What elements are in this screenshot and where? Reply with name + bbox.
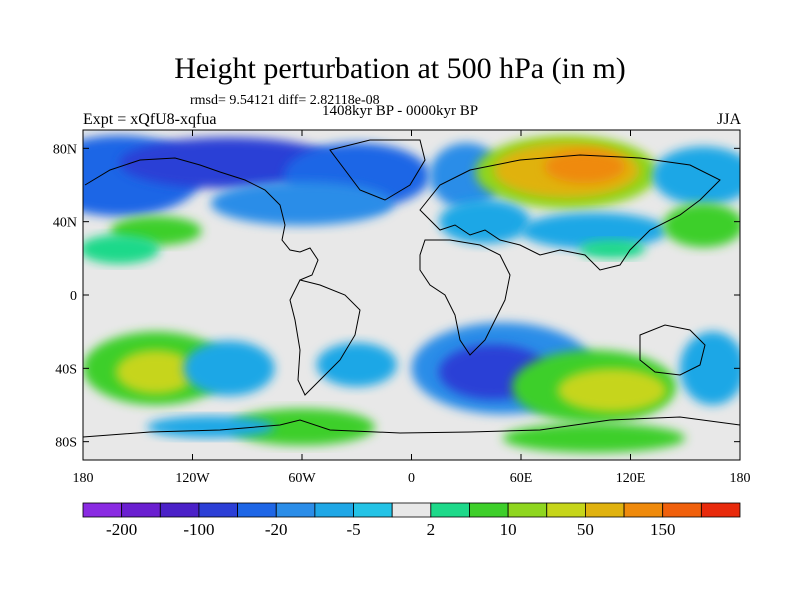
y-tick-label: 40N xyxy=(53,216,77,231)
field-region xyxy=(679,331,740,405)
colorbar-label: -100 xyxy=(183,520,214,539)
colorbar-swatch xyxy=(121,502,161,518)
field-region xyxy=(663,203,740,248)
x-tick-label: 60E xyxy=(510,471,533,486)
colorbar-swatch xyxy=(198,502,238,518)
x-tick-label: 0 xyxy=(408,471,415,486)
colorbar-label: 50 xyxy=(577,520,594,539)
field-region xyxy=(183,340,275,396)
colorbar-swatch xyxy=(314,502,354,518)
colorbar-swatch xyxy=(430,502,470,518)
x-axis: 180 120W 60W 0 60E 120E 180 xyxy=(73,130,751,486)
colorbar-swatch xyxy=(623,502,664,518)
x-tick-label: 120W xyxy=(175,471,210,486)
field-region xyxy=(210,181,394,226)
x-tick-label: 180 xyxy=(73,471,94,486)
field-region xyxy=(557,368,667,413)
colorbar: -200 -100 -20 -5 2 10 50 150 xyxy=(82,502,741,539)
field-region xyxy=(521,212,667,250)
colorbar-label: -200 xyxy=(106,520,137,539)
colorbar-swatch xyxy=(353,502,393,518)
field-region xyxy=(146,416,275,438)
colorbar-swatch xyxy=(585,502,625,518)
colorbar-swatch xyxy=(700,502,741,518)
field-region xyxy=(229,408,375,446)
x-tick-label: 180 xyxy=(730,471,751,486)
colorbar-swatch xyxy=(546,502,586,518)
colorbar-swatch xyxy=(237,502,277,518)
colorbar-label: 2 xyxy=(427,520,436,539)
antarctica-coast xyxy=(83,416,740,438)
plot-title: Height perturbation at 500 hPa (in m) xyxy=(174,52,626,85)
colorbar-label: -20 xyxy=(265,520,288,539)
y-axis: 80N 40N 0 40S 80S xyxy=(53,142,740,451)
height-field xyxy=(83,135,740,453)
colorbar-swatch xyxy=(662,502,702,518)
colorbar-label: 150 xyxy=(650,520,676,539)
y-tick-label: 0 xyxy=(70,289,77,304)
y-tick-label: 40S xyxy=(55,362,77,377)
x-tick-label: 60W xyxy=(288,471,316,486)
europe-asia-coast xyxy=(419,154,721,271)
field-region xyxy=(438,199,531,244)
colorbar-swatch xyxy=(391,502,432,518)
coastlines xyxy=(83,139,740,438)
map-panel xyxy=(82,129,741,461)
season-label: JJA xyxy=(717,111,742,128)
field-region xyxy=(83,234,160,264)
stats-label: rmsd= 9.54121 diff= 2.82118e-08 xyxy=(190,93,380,108)
colorbar-label: -5 xyxy=(346,520,360,539)
field-region xyxy=(544,150,626,184)
colorbar-label: 10 xyxy=(500,520,517,539)
y-tick-label: 80S xyxy=(55,436,77,451)
field-region xyxy=(502,423,686,453)
field-region xyxy=(316,342,397,387)
field-region xyxy=(652,146,740,206)
y-tick-label: 80N xyxy=(53,142,77,157)
australia-coast xyxy=(639,324,706,376)
colorbar-swatch xyxy=(275,502,316,518)
colorbar-swatch xyxy=(507,502,548,518)
field-region xyxy=(115,350,197,394)
south-america-coast xyxy=(289,279,361,396)
greenland-coast xyxy=(329,139,426,201)
experiment-label: Expt = xQfU8-xqfua xyxy=(83,111,217,128)
africa-coast xyxy=(419,239,511,356)
x-tick-label: 120E xyxy=(616,471,646,486)
north-america-coast xyxy=(84,157,319,281)
colorbar-swatch xyxy=(82,502,123,518)
colorbar-swatch xyxy=(159,502,200,518)
field-region xyxy=(579,240,646,259)
colorbar-swatch xyxy=(469,502,509,518)
period-label: 1408kyr BP - 0000kyr BP xyxy=(322,103,479,119)
